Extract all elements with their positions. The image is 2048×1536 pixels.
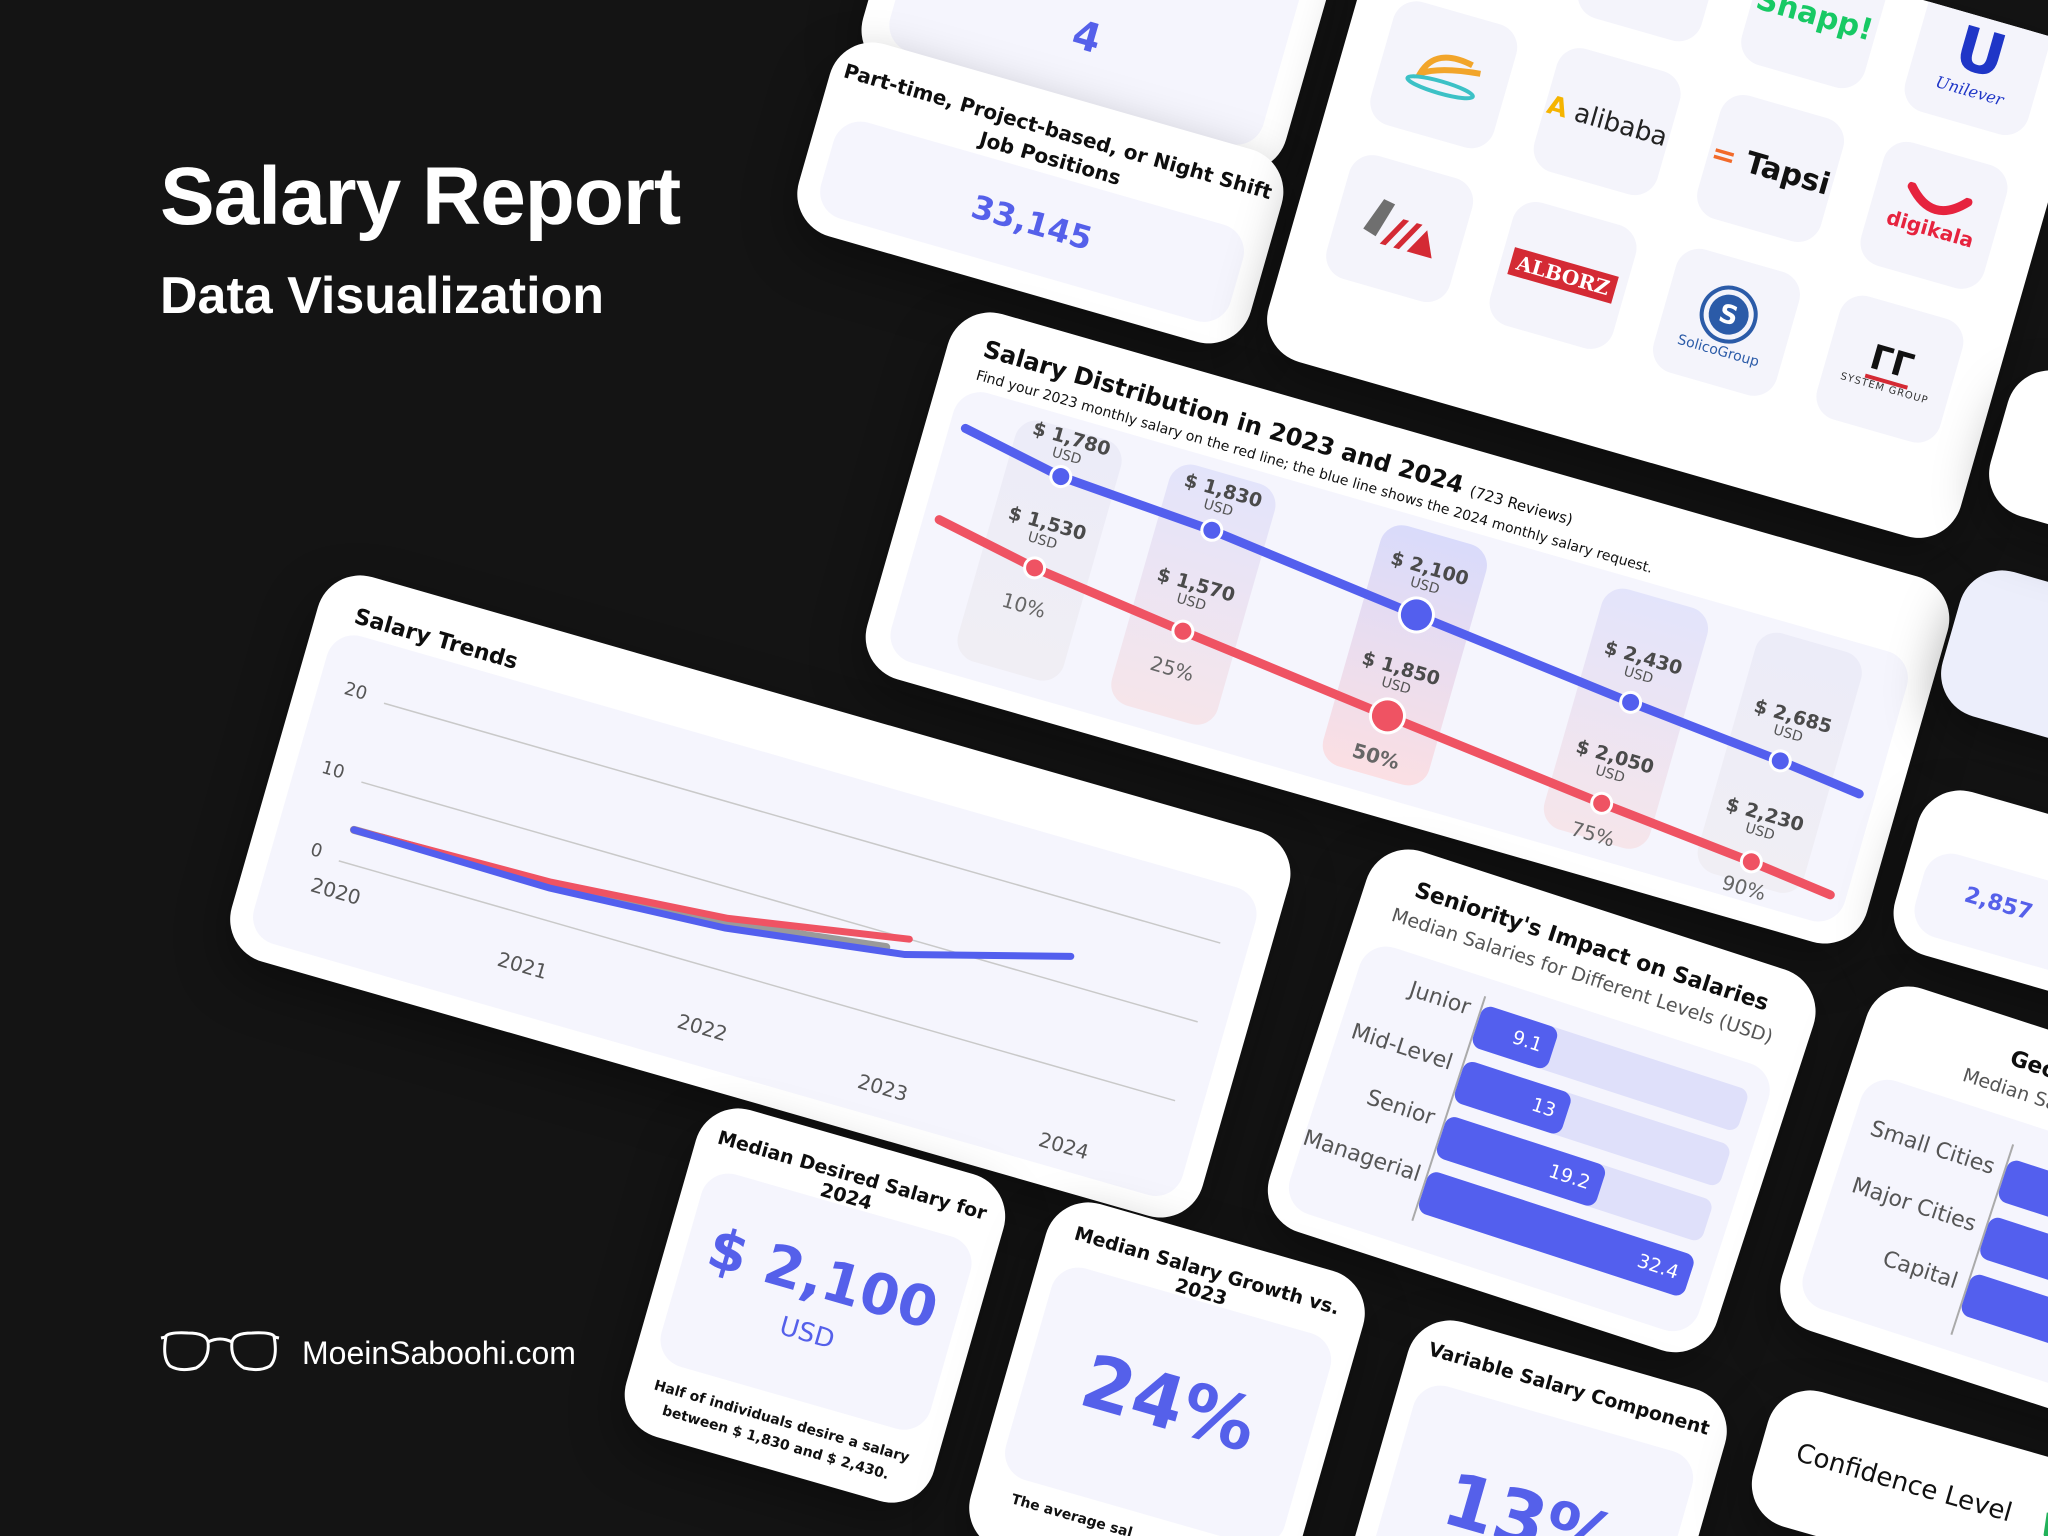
logo-m xyxy=(1320,149,1479,308)
salary-trends-card: Salary Trends Median Received Salary Med… xyxy=(219,565,1301,1228)
logo-digikala: digikala xyxy=(1854,136,2014,295)
logo-solico: S SolicoGroup xyxy=(1647,243,1806,402)
hero-subtitle: Data Visualization xyxy=(160,267,605,325)
logo-alibaba: A alibaba xyxy=(1527,42,1687,201)
confidence-label: Confidence Level xyxy=(1792,1437,2016,1529)
shield-check-icon xyxy=(2033,1504,2048,1536)
salary-growth-card: Median Salary Growth vs. 2023 24% The av… xyxy=(958,1192,1376,1536)
logo-system-group: ГГ SYSTEM GROUP xyxy=(1810,289,1970,449)
glasses-icon xyxy=(160,1330,280,1376)
logo-tapsi: = Tapsi xyxy=(1691,89,1850,248)
swoosh-logo-icon xyxy=(1405,54,1481,101)
logo-unilever: U Unilever xyxy=(1898,0,2048,141)
salary-distribution-card: Salary Distribution in 2023 and 2024 (72… xyxy=(855,302,1960,954)
logo-snapp: Snapp! xyxy=(1735,0,1894,94)
geography-card: Geography Median Salarie Small Cities Ma… xyxy=(1768,975,2048,1454)
logo-irancell: MTN xyxy=(1572,0,1731,47)
confidence-card: Confidence Level xyxy=(1741,1380,2048,1536)
trends-plot xyxy=(338,702,1221,1102)
companies-card: A alibaba = Tapsi digikala ALBORZ S Soli… xyxy=(1256,0,2048,549)
brand-link[interactable]: MoeinSaboohi.com xyxy=(302,1334,576,1371)
hero-title: Salary Report xyxy=(160,151,681,242)
logo-swoosh xyxy=(1364,0,1523,154)
logo-alborz: ALBORZ xyxy=(1483,196,1643,355)
brand[interactable]: MoeinSaboohi.com xyxy=(160,1330,576,1376)
distribution-lines xyxy=(934,423,1864,900)
